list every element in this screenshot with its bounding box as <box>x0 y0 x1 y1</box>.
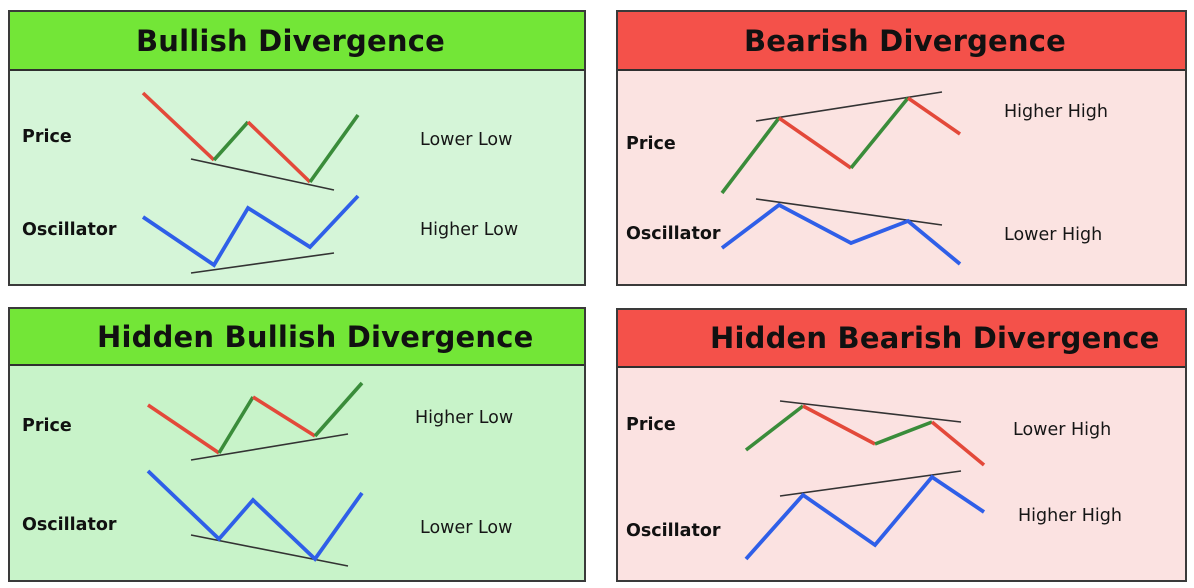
oscillator-trendline <box>755 198 943 226</box>
price-up-leg <box>874 420 933 446</box>
oscillator-divergence-tag: Lower Low <box>420 518 513 538</box>
panel-body <box>618 368 1185 580</box>
panel-bearish-divergence: Bearish Divergence <box>616 10 1187 286</box>
row-label-price: Price <box>626 134 676 154</box>
oscillator-divergence-tag: Higher Low <box>420 220 519 240</box>
panel-title: Bullish Divergence <box>136 23 445 58</box>
price-down-leg <box>802 404 876 446</box>
price-up-leg <box>849 96 910 170</box>
panel-header: Hidden Bullish Divergence <box>10 309 584 366</box>
panel-header: Hidden Bearish Divergence <box>618 310 1185 368</box>
panel-bullish-divergence: Bullish Divergence <box>8 10 586 286</box>
oscillator-line <box>146 469 364 562</box>
oscillator-trendline <box>190 534 349 567</box>
price-divergence-tag: Higher Low <box>415 408 514 428</box>
price-down-leg <box>141 91 216 162</box>
panel-hidden-bearish-divergence: Hidden Bearish Divergence <box>616 308 1187 582</box>
oscillator-line <box>744 474 986 561</box>
oscillator-trendline <box>190 252 335 274</box>
panel-title: Hidden Bearish Divergence <box>710 321 1160 355</box>
panel-title: Hidden Bullish Divergence <box>97 319 534 354</box>
oscillator-divergence-tag: Higher High <box>1018 506 1122 526</box>
row-label-oscillator: Oscillator <box>22 515 117 535</box>
price-divergence-tag: Lower High <box>1013 420 1112 440</box>
price-trendline <box>190 158 335 191</box>
price-trendline <box>779 400 962 423</box>
price-up-leg <box>308 113 360 184</box>
panel-header: Bearish Divergence <box>618 12 1185 71</box>
panel-body <box>10 71 584 284</box>
price-down-leg <box>777 116 853 170</box>
oscillator-divergence-tag: Lower High <box>1004 225 1103 245</box>
panel-header: Bullish Divergence <box>10 12 584 71</box>
price-divergence-tag: Higher High <box>1004 102 1108 122</box>
panel-title: Bearish Divergence <box>744 23 1067 58</box>
price-down-leg <box>252 395 316 438</box>
oscillator-line <box>141 194 360 268</box>
price-up-leg <box>313 381 364 438</box>
price-trendline <box>755 91 943 122</box>
price-up-leg <box>212 120 250 162</box>
price-down-leg <box>930 420 986 467</box>
row-label-oscillator: Oscillator <box>626 224 721 244</box>
oscillator-line <box>720 202 962 266</box>
price-up-leg <box>217 396 255 454</box>
row-label-price: Price <box>22 127 72 147</box>
row-label-price: Price <box>22 416 72 436</box>
row-label-oscillator: Oscillator <box>22 220 117 240</box>
row-label-price: Price <box>626 415 676 435</box>
price-divergence-tag: Lower Low <box>420 130 513 150</box>
price-up-leg <box>744 404 805 452</box>
price-down-leg <box>906 96 962 136</box>
price-trendline <box>190 433 349 461</box>
row-label-oscillator: Oscillator <box>626 521 721 541</box>
price-down-leg <box>146 403 221 455</box>
price-up-leg <box>720 116 781 195</box>
price-down-leg <box>246 120 312 184</box>
oscillator-trendline <box>779 470 962 497</box>
